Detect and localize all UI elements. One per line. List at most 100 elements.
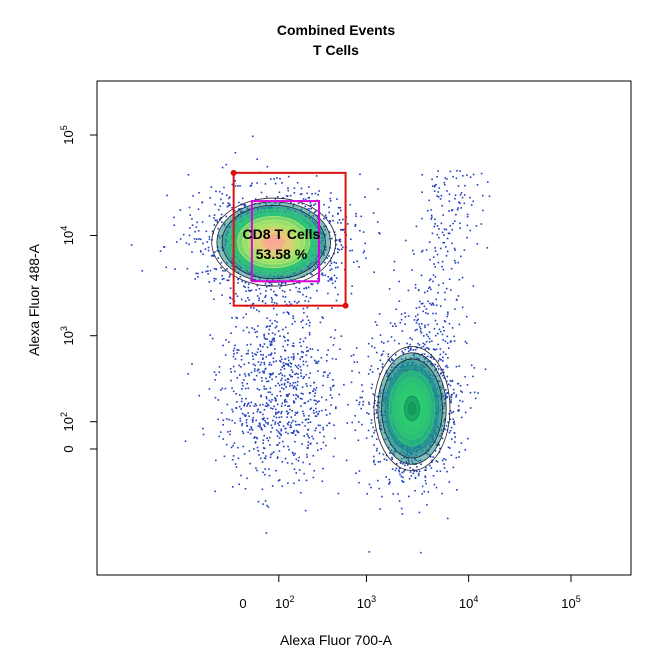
event-point bbox=[389, 360, 392, 363]
event-point bbox=[286, 339, 289, 341]
event-point bbox=[450, 426, 453, 429]
event-point bbox=[201, 271, 204, 274]
event-point bbox=[427, 491, 430, 493]
event-point bbox=[387, 353, 390, 355]
event-point bbox=[469, 229, 472, 232]
event-point bbox=[455, 394, 458, 396]
event-point bbox=[198, 394, 201, 397]
event-point bbox=[339, 240, 342, 243]
event-point bbox=[292, 387, 295, 390]
event-point bbox=[374, 463, 376, 466]
event-point bbox=[437, 291, 439, 294]
event-point bbox=[436, 233, 439, 236]
event-point bbox=[244, 281, 247, 284]
event-point bbox=[320, 448, 322, 450]
x-tick-label: 104 bbox=[459, 594, 478, 611]
event-point bbox=[257, 368, 260, 371]
event-point bbox=[252, 302, 255, 305]
event-point bbox=[350, 381, 353, 384]
event-point bbox=[295, 397, 297, 400]
event-point bbox=[248, 299, 250, 301]
event-point bbox=[461, 391, 463, 393]
event-point bbox=[331, 357, 334, 360]
event-point bbox=[278, 373, 280, 376]
event-point bbox=[369, 368, 372, 371]
event-point bbox=[229, 274, 231, 276]
event-point bbox=[186, 267, 189, 270]
event-point bbox=[464, 449, 467, 451]
event-point bbox=[313, 388, 315, 390]
event-point bbox=[322, 375, 325, 377]
event-point bbox=[430, 209, 433, 211]
event-point bbox=[302, 360, 305, 363]
svg-text:105: 105 bbox=[59, 125, 76, 144]
event-point bbox=[329, 264, 331, 267]
event-point bbox=[202, 253, 204, 256]
event-point bbox=[247, 289, 250, 292]
event-point bbox=[287, 189, 290, 192]
event-point bbox=[264, 368, 267, 370]
event-point bbox=[433, 190, 436, 192]
event-point bbox=[222, 269, 224, 272]
event-point bbox=[253, 437, 255, 439]
event-point bbox=[377, 367, 379, 370]
event-point bbox=[222, 344, 224, 347]
event-point bbox=[302, 198, 305, 200]
event-point bbox=[217, 257, 220, 259]
event-point bbox=[445, 287, 448, 290]
event-point bbox=[450, 438, 453, 440]
event-point bbox=[287, 359, 290, 362]
event-point bbox=[225, 443, 228, 446]
event-point bbox=[409, 466, 412, 469]
event-point bbox=[446, 470, 448, 473]
event-point bbox=[272, 307, 275, 310]
event-point bbox=[445, 353, 447, 356]
event-point bbox=[325, 216, 328, 219]
event-point bbox=[441, 333, 444, 336]
event-point bbox=[354, 225, 356, 227]
event-point bbox=[459, 202, 461, 204]
event-point bbox=[282, 295, 284, 298]
event-point bbox=[393, 260, 396, 263]
event-point bbox=[444, 298, 446, 301]
event-point bbox=[294, 440, 296, 443]
event-point bbox=[251, 352, 254, 354]
event-point bbox=[444, 389, 447, 391]
event-point bbox=[260, 361, 263, 364]
event-point bbox=[300, 369, 302, 371]
event-point bbox=[246, 382, 248, 385]
event-point bbox=[244, 375, 247, 377]
event-point bbox=[247, 286, 250, 289]
event-point bbox=[309, 321, 311, 324]
event-point bbox=[312, 390, 314, 392]
event-point bbox=[272, 361, 275, 363]
event-point bbox=[438, 358, 441, 360]
event-point bbox=[309, 391, 311, 394]
event-point bbox=[276, 196, 279, 198]
event-point bbox=[444, 320, 447, 323]
event-point bbox=[340, 335, 343, 337]
event-point bbox=[356, 361, 359, 363]
event-point bbox=[281, 485, 284, 488]
event-point bbox=[256, 469, 258, 472]
event-point bbox=[288, 301, 291, 303]
event-point bbox=[251, 355, 254, 357]
event-point bbox=[420, 250, 423, 253]
event-point bbox=[466, 236, 468, 239]
event-point bbox=[381, 495, 383, 498]
event-point bbox=[239, 420, 242, 422]
event-point bbox=[241, 424, 243, 427]
event-point bbox=[315, 407, 317, 410]
event-point bbox=[206, 241, 209, 243]
event-point bbox=[444, 291, 446, 294]
event-point bbox=[280, 434, 282, 437]
event-point bbox=[484, 368, 487, 371]
event-point bbox=[441, 459, 444, 462]
event-point bbox=[410, 475, 413, 477]
event-point bbox=[245, 421, 248, 424]
event-point bbox=[425, 340, 428, 343]
event-point bbox=[394, 469, 397, 472]
event-point bbox=[234, 209, 236, 212]
event-point bbox=[435, 312, 437, 315]
event-point bbox=[202, 427, 204, 430]
